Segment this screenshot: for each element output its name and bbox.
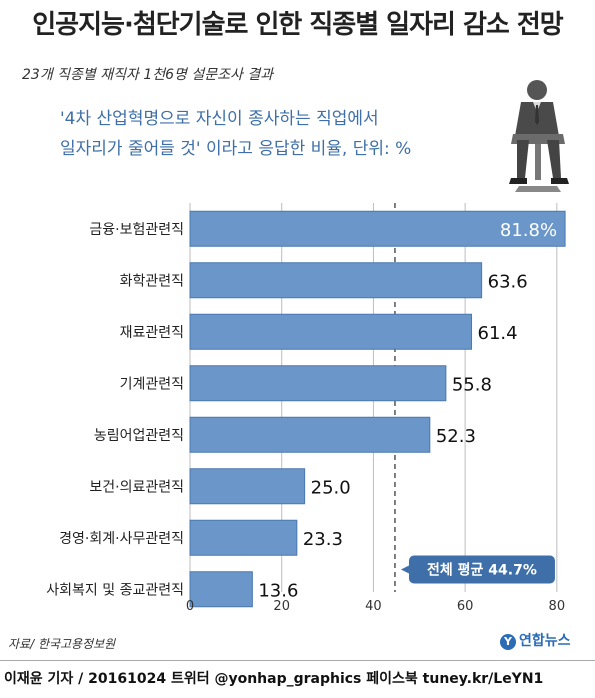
bar [189,416,431,453]
category-label: 화학관련직 [120,273,184,289]
value-label: 81.8% [500,220,557,241]
yonhap-logo: Y 연합뉴스 [500,630,571,650]
category-label: 재료관련직 [120,325,184,341]
bar [189,262,483,299]
label-layer: 0 20 40 60 80 금융·보험관련직 81.8% 화학관련직 63.6 재료관련직 61.4… [46,220,565,614]
average-label-box [408,555,555,584]
bar [189,519,298,556]
category-label: 보건·의료관련직 [89,479,184,495]
bar [189,210,566,247]
bar [189,365,447,402]
credit-text: 이재윤 기자 / 20161024 트위터 @yonhap_graphics 페… [4,671,544,687]
x-tick-label: 40 [365,599,382,614]
footer-divider [0,660,595,661]
logo-mark-icon: Y [500,634,516,650]
question-line-1: '4차 산업혁명으로 자신이 종사하는 직업에서 [60,109,379,129]
value-label: 55.8 [452,374,492,395]
x-tick-label: 20 [273,599,290,614]
category-label: 기계관련직 [120,376,184,392]
x-tick-label: 60 [457,599,474,614]
source-text: 자료/ 한국고용정보원 [8,637,116,651]
average-label: 전체 평균 44.7% [427,562,537,579]
question-line-2: 일자리가 줄어들 것' 이라고 응답한 비율, 단위: % [60,139,412,159]
category-label: 경영·회계·사무관련직 [59,531,184,547]
value-label: 61.4 [478,323,518,344]
logo-text: 연합뉴스 [519,633,571,649]
category-label: 금융·보험관련직 [89,222,184,238]
value-label: 23.3 [303,529,343,550]
value-label: 25.0 [311,477,351,498]
value-label: 52.3 [436,426,476,447]
value-label: 63.6 [488,271,528,292]
chart-subtitle: 23개 직종별 재직자 1천6명 설문조사 결과 [22,67,274,83]
average-label-pointer [400,565,409,574]
value-label: 13.6 [258,580,298,601]
question-text: '4차 산업혁명으로 자신이 종사하는 직업에서 일자리가 줄어들 것' 이라고… [60,104,480,164]
seated-businessman-icon [509,80,569,192]
category-label: 사회복지 및 종교관련직 [46,582,184,598]
bar [189,468,306,505]
bar-layer [189,210,566,608]
x-tick-label: 80 [549,599,566,614]
bar [189,313,473,350]
chart-title: 인공지능·첨단기술로 인한 직종별 일자리 감소 전망 [32,10,563,40]
x-tick-label: 0 [186,599,194,614]
bar-chart: 0 20 40 60 80 금융·보험관련직 81.8% 화학관련직 63.6 재료관련직 61.4… [46,203,566,614]
category-label: 농림어업관련직 [94,428,184,444]
bar [189,571,253,608]
